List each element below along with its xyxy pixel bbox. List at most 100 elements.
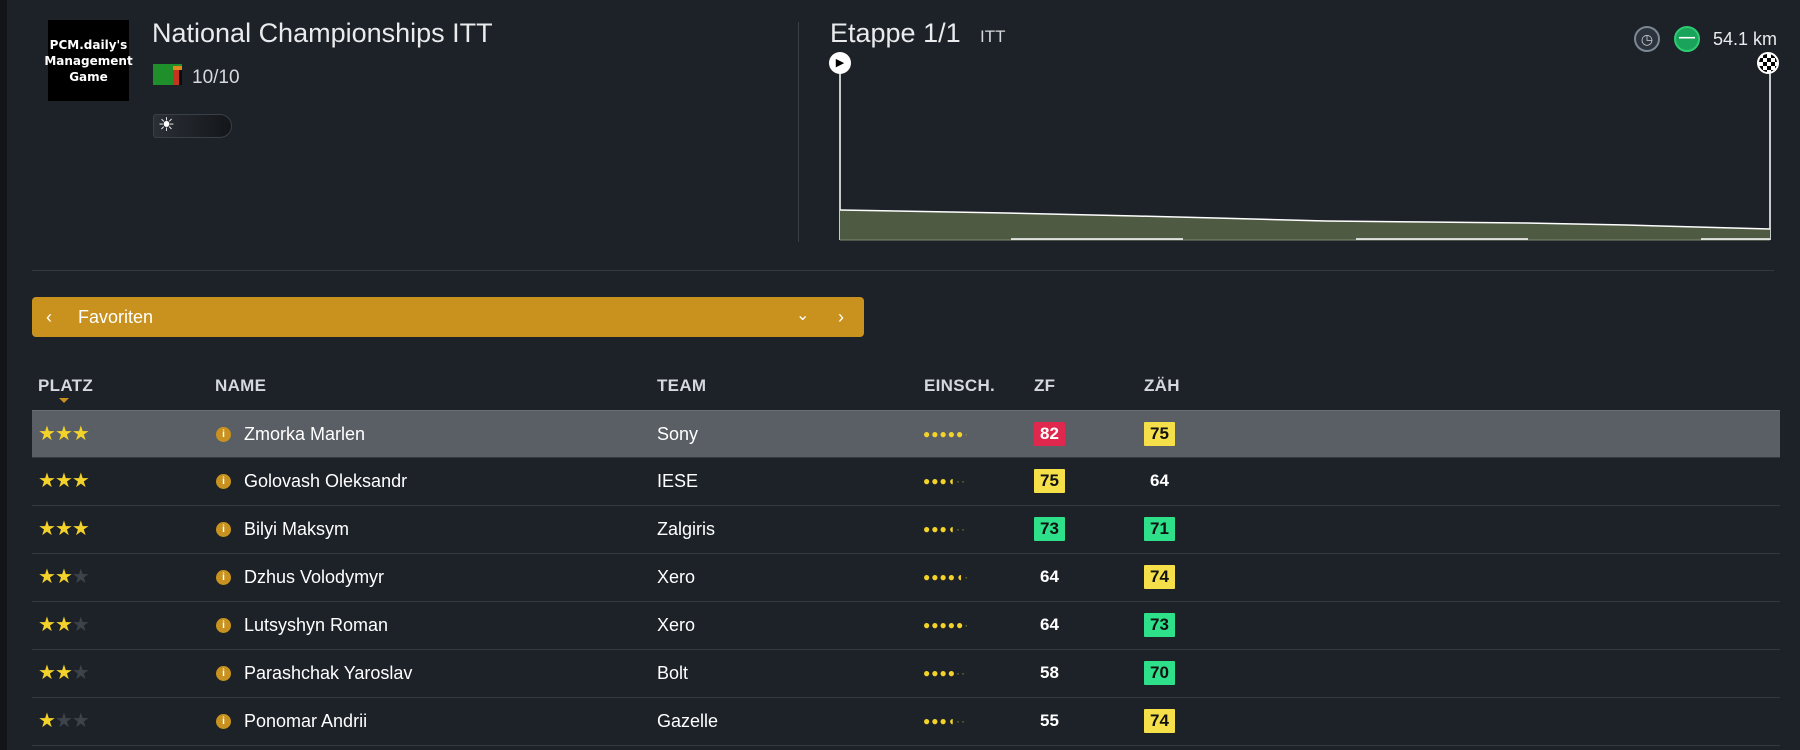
table-row[interactable]: ★★★ i Dzhus Volodymyr Xero ●●●●◖· 64 74 <box>32 554 1780 602</box>
star-rating: ★★★ <box>38 602 90 649</box>
zah-value: 74 <box>1144 565 1175 589</box>
info-icon[interactable]: i <box>216 714 231 729</box>
stage-distance: 54.1 km <box>1713 29 1778 49</box>
rating-dot-icon: ● <box>939 474 948 488</box>
zambia-flag-icon <box>153 64 182 85</box>
info-icon[interactable]: i <box>216 474 231 489</box>
star-icon: ★ <box>71 710 90 732</box>
logo-text: PCM.daily's Management Game <box>44 37 133 84</box>
star-rating: ★★★ <box>38 506 90 553</box>
table-row[interactable]: ★★★ i Zmorka Marlen Sony ●●●●●· 82 75 <box>32 410 1780 458</box>
table-row[interactable]: ★★★ i Lutsyshyn Roman Xero ●●●●●· 64 73 <box>32 602 1780 650</box>
zah-value: 75 <box>1144 422 1175 446</box>
table-row[interactable]: ★★★ i Parashchak Yaroslav Bolt ●●●●·· 58 70 <box>32 650 1780 698</box>
rating-dot-icon: ● <box>939 618 948 632</box>
favorites-label: Favoriten <box>78 307 154 327</box>
column-header-name[interactable]: NAME <box>215 376 267 395</box>
info-icon[interactable]: i <box>216 427 231 442</box>
rating-dot-icon: ● <box>923 570 932 584</box>
star-icon: ★ <box>54 470 73 492</box>
column-header-einsch[interactable]: EINSCH. <box>924 376 996 395</box>
star-rating: ★★★ <box>38 698 90 745</box>
star-icon: ★ <box>54 614 73 636</box>
star-icon: ★ <box>71 662 90 684</box>
clock-icon: ◷ <box>1634 26 1660 52</box>
info-icon[interactable]: i <box>216 522 231 537</box>
play-start-icon: ▶ <box>829 52 851 74</box>
rating-dot-icon: ● <box>931 570 940 584</box>
rider-team: Xero <box>657 615 696 635</box>
flat-terrain-icon: — <box>1674 26 1700 52</box>
rating-dot-icon: ● <box>931 714 940 728</box>
zf-value: 55 <box>1040 711 1059 730</box>
zf-value: 64 <box>1040 615 1059 634</box>
rider-name[interactable]: Golovash Oleksandr <box>244 471 408 491</box>
info-icon[interactable]: i <box>216 618 231 633</box>
column-header-zah[interactable]: ZÄH <box>1144 376 1180 395</box>
info-icon[interactable]: i <box>216 570 231 585</box>
rating-dot-icon: · <box>961 714 966 728</box>
column-header-zf[interactable]: ZF <box>1034 376 1056 395</box>
rating-dot-icon: ● <box>931 427 940 441</box>
rating-dot-icon: · <box>961 474 966 488</box>
rider-name[interactable]: Dzhus Volodymyr <box>244 567 385 587</box>
rider-name[interactable]: Parashchak Yaroslav <box>244 663 413 683</box>
column-header-team[interactable]: TEAM <box>657 376 707 395</box>
rating-dot-icon: · <box>956 522 961 536</box>
rating-dot-icon: ● <box>947 618 956 632</box>
rating-dot-icon: ● <box>947 427 956 441</box>
rating-dot-icon: ● <box>939 427 948 441</box>
rider-name[interactable]: Bilyi Maksym <box>244 519 350 539</box>
left-edge-bar <box>0 0 7 750</box>
sort-desc-icon <box>59 398 69 403</box>
einsch-rating: ●●●◖·· <box>923 458 966 505</box>
rating-dot-icon: ● <box>923 522 932 536</box>
rating-dot-icon: · <box>964 427 970 441</box>
chevron-right-icon[interactable]: › <box>838 307 844 327</box>
star-icon: ★ <box>38 423 56 445</box>
favorites-selector[interactable]: ‹ Favoriten ⌄ › <box>32 297 864 337</box>
rating-dot-icon: ● <box>956 427 965 441</box>
rating-dot-icon: ◖ <box>947 474 956 488</box>
star-icon: ★ <box>38 518 56 540</box>
chevron-down-icon[interactable]: ⌄ <box>796 307 810 324</box>
rating-dot-icon: ● <box>931 474 940 488</box>
zah-value: 70 <box>1144 661 1175 685</box>
table-row[interactable]: ★★★ i Golovash Oleksandr IESE ●●●◖·· 75 64 <box>32 458 1780 506</box>
rider-name[interactable]: Lutsyshyn Roman <box>244 615 389 635</box>
rider-team: IESE <box>657 471 699 491</box>
star-icon: ★ <box>38 662 56 684</box>
zah-value: 74 <box>1144 709 1175 733</box>
weather-indicator <box>153 114 232 138</box>
rider-team: Zalgiris <box>657 519 716 539</box>
rating-dot-icon: ● <box>923 427 932 441</box>
rating-dot-icon: · <box>964 570 970 584</box>
chevron-left-icon[interactable]: ‹ <box>46 307 52 327</box>
rating-dot-icon: ● <box>923 474 932 488</box>
rating-dot-icon: ● <box>931 522 940 536</box>
column-header-platz[interactable]: PLATZ <box>38 376 94 395</box>
race-title: National Championships ITT <box>152 18 493 48</box>
zf-value: 64 <box>1040 567 1059 586</box>
star-icon: ★ <box>54 423 73 445</box>
rider-name[interactable]: Ponomar Andrii <box>244 711 368 731</box>
rider-team: Bolt <box>657 663 689 683</box>
star-rating: ★★★ <box>38 411 90 458</box>
einsch-rating: ●●●●◖· <box>923 554 969 601</box>
table-row[interactable]: ★★★ i Ponomar Andrii Gazelle ●●●◖·· 55 74 <box>32 698 1780 746</box>
table-row[interactable]: ★★★ i Bilyi Maksym Zalgiris ●●●◖·· 73 71 <box>32 506 1780 554</box>
zf-value: 58 <box>1040 663 1059 682</box>
section-divider <box>32 270 1774 271</box>
info-icon[interactable]: i <box>216 666 231 681</box>
zf-value: 75 <box>1034 469 1065 493</box>
star-icon: ★ <box>38 566 56 588</box>
race-rating: 10/10 <box>192 67 240 88</box>
star-icon: ★ <box>54 662 73 684</box>
rider-name[interactable]: Zmorka Marlen <box>244 424 366 444</box>
star-icon: ★ <box>54 518 73 540</box>
rating-dot-icon: ● <box>923 618 932 632</box>
einsch-rating: ●●●●●· <box>923 602 969 649</box>
zah-value: 64 <box>1150 471 1169 490</box>
star-rating: ★★★ <box>38 458 90 505</box>
star-icon: ★ <box>38 470 56 492</box>
